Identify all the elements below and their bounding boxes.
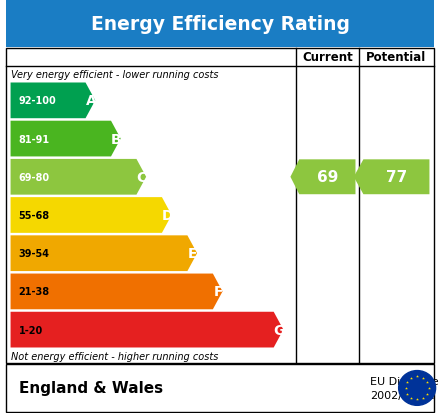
Text: Very energy efficient - lower running costs: Very energy efficient - lower running co… <box>11 69 219 79</box>
Text: 55-68: 55-68 <box>18 211 50 221</box>
Text: A: A <box>85 94 96 108</box>
Text: 21-38: 21-38 <box>18 287 50 297</box>
Polygon shape <box>11 312 283 348</box>
Text: 2002/91/EC: 2002/91/EC <box>370 389 435 400</box>
Text: EU Directive: EU Directive <box>370 375 439 386</box>
Polygon shape <box>11 121 121 157</box>
Text: 39-54: 39-54 <box>18 249 49 259</box>
Text: Current: Current <box>302 51 353 64</box>
Text: 1-20: 1-20 <box>18 325 43 335</box>
Text: 69: 69 <box>317 170 338 185</box>
Text: F: F <box>213 285 223 299</box>
Text: Energy Efficiency Rating: Energy Efficiency Rating <box>91 15 349 34</box>
Text: E: E <box>188 247 198 261</box>
Text: C: C <box>137 171 147 184</box>
Text: Not energy efficient - higher running costs: Not energy efficient - higher running co… <box>11 351 219 361</box>
Text: B: B <box>111 132 121 146</box>
Polygon shape <box>354 160 429 195</box>
Polygon shape <box>11 198 172 233</box>
Text: G: G <box>273 323 285 337</box>
Circle shape <box>399 371 436 406</box>
Text: 81-91: 81-91 <box>18 134 50 144</box>
Polygon shape <box>290 160 356 195</box>
Text: England & Wales: England & Wales <box>19 380 164 396</box>
Polygon shape <box>11 274 223 309</box>
Bar <box>6 49 434 363</box>
Polygon shape <box>11 236 197 271</box>
Bar <box>6 1 434 47</box>
Text: 77: 77 <box>386 170 407 185</box>
Polygon shape <box>11 159 146 195</box>
Text: D: D <box>161 209 173 223</box>
Text: 69-80: 69-80 <box>18 172 50 182</box>
Bar <box>6 364 434 412</box>
Polygon shape <box>11 83 95 119</box>
Text: 92-100: 92-100 <box>18 96 56 106</box>
Text: Potential: Potential <box>366 51 426 64</box>
